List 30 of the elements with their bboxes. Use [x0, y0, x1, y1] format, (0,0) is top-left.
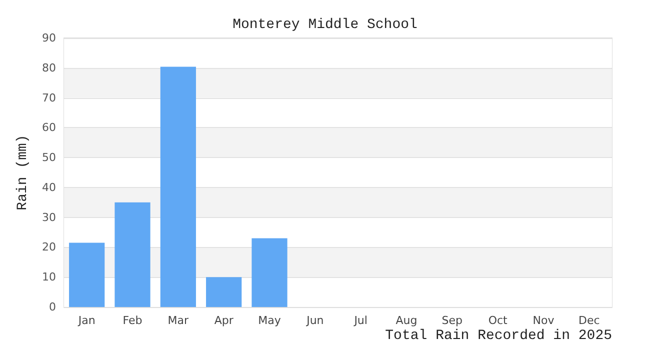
x-tick-label: May — [258, 314, 282, 327]
bar — [160, 66, 196, 307]
bar — [206, 277, 242, 307]
y-tick-label: 0 — [49, 300, 56, 314]
x-tick-label: Aug — [396, 314, 418, 327]
x-tick-label: Oct — [488, 314, 508, 327]
x-tick-label: Mar — [168, 314, 190, 327]
x-axis-title: Total Rain Recorded in 2025 — [385, 328, 612, 344]
x-tick-label: Jun — [306, 314, 324, 327]
y-tick-label: 60 — [42, 121, 56, 134]
bar — [114, 202, 150, 307]
y-tick-label: 50 — [42, 151, 56, 164]
y-tick-label: 80 — [42, 61, 56, 74]
y-tick-label: 10 — [42, 270, 56, 284]
x-tick-label: Jul — [353, 314, 368, 327]
y-tick-label: 70 — [42, 91, 56, 104]
x-tick-label: Apr — [214, 314, 234, 327]
bar — [69, 242, 105, 307]
x-tick-label: Feb — [122, 314, 142, 327]
chart-title: Monterey Middle School — [232, 17, 418, 33]
x-tick-label: Sep — [442, 314, 463, 327]
y-tick-label: 90 — [42, 32, 56, 44]
y-tick-label: 30 — [42, 210, 56, 224]
x-tick-label: Dec — [578, 314, 600, 327]
bar — [252, 238, 288, 307]
y-axis-title: Rain (mm) — [15, 134, 31, 210]
x-tick-label: Nov — [532, 314, 555, 327]
x-tick-label: Jan — [77, 314, 96, 327]
y-tick-label: 20 — [42, 240, 56, 254]
y-tick-label: 40 — [42, 180, 56, 194]
